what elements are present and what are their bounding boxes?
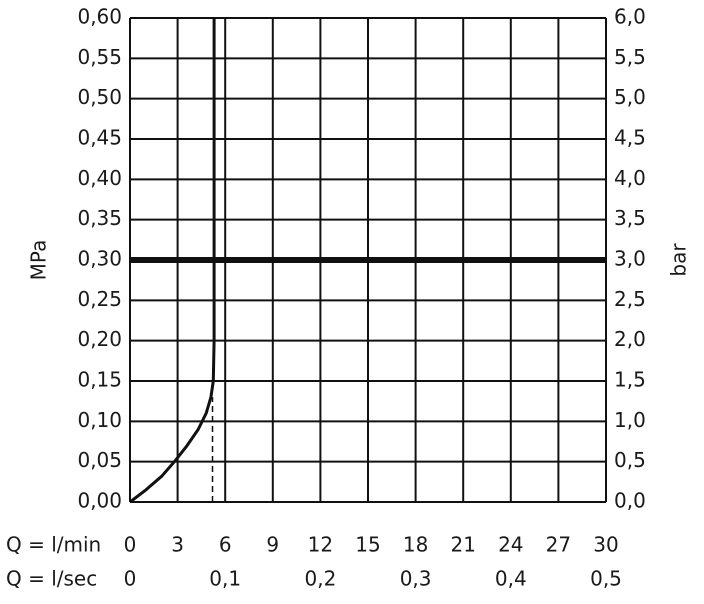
y2-tick-label: 1,5 [614,368,646,392]
y2-tick-label: 2,5 [614,287,646,311]
y-tick-label: 0,55 [77,45,122,69]
x-tick-label: 9 [266,533,279,557]
x2-tick-label: 0,5 [590,567,622,591]
x-tick-label: 24 [498,533,523,557]
y2-tick-label: 0,5 [614,448,646,472]
y-tick-label: 0,00 [77,489,122,513]
y-tick-label: 0,35 [77,206,122,230]
x-tick-label: 6 [219,533,232,557]
y2-tick-label: 4,0 [614,166,646,190]
x-tick-label: 30 [593,533,618,557]
x-tick-label: 18 [403,533,428,557]
y-tick-label: 0,30 [77,247,122,271]
y-tick-label: 0,20 [77,327,122,351]
x-tick-label: 0 [124,533,137,557]
x-tick-label: 3 [171,533,184,557]
y2-tick-label: 6,0 [614,5,646,29]
y-tick-label: 0,10 [77,408,122,432]
x-tick-label: 15 [355,533,380,557]
y-tick-label: 0,15 [77,368,122,392]
y2-tick-label: 1,0 [614,408,646,432]
x2-tick-label: 0,3 [400,567,432,591]
data-line [129,18,216,504]
y2-tick-label: 5,5 [614,45,646,69]
y-tick-label: 0,40 [77,166,122,190]
y-tick-label: 0,60 [77,5,122,29]
x2-axis-label: Q = l/sec [6,567,97,591]
x-tick-label: 12 [308,533,333,557]
x2-tick-label: 0,4 [495,567,527,591]
y-tick-label: 0,05 [77,448,122,472]
y2-tick-label: 0,0 [614,489,646,513]
y-tick-label: 0,45 [77,126,122,150]
y-tick-label: 0,50 [77,85,122,109]
y2-tick-label: 4,5 [614,126,646,150]
y2-tick-label: 5,0 [614,85,646,109]
y2-tick-label: 2,0 [614,327,646,351]
x-axis-label: Q = l/min [6,533,101,557]
y2-tick-label: 3,5 [614,206,646,230]
y2-axis-label: bar [667,243,691,277]
x-tick-label: 27 [546,533,571,557]
x2-tick-label: 0 [124,567,137,591]
x-tick-label: 21 [450,533,475,557]
x2-tick-label: 0,1 [209,567,241,591]
y-tick-label: 0,25 [77,287,122,311]
y2-tick-label: 3,0 [614,247,646,271]
y-axis-label: MPa [27,240,51,281]
x2-tick-label: 0,2 [304,567,336,591]
